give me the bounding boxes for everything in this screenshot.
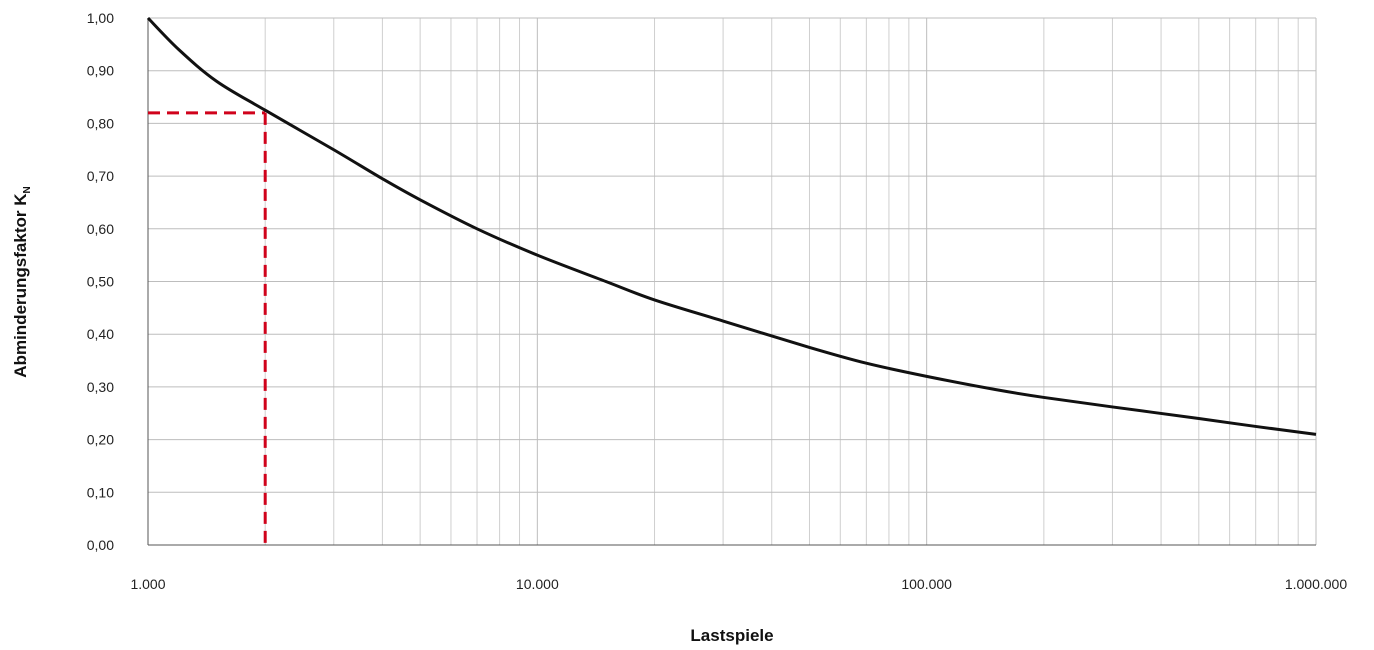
grid	[147, 17, 1317, 546]
y-tick-label: 0,40	[87, 326, 114, 342]
x-tick-label: 1.000	[130, 576, 165, 592]
y-tick-label: 0,90	[87, 63, 114, 79]
x-axis-title: Lastspiele	[690, 626, 773, 645]
y-tick-label: 1,00	[87, 10, 114, 26]
y-tick-label: 0,50	[87, 274, 114, 290]
y-tick-labels: 0,00 0,10 0,20 0,30 0,40 0,50 0,60 0,70 0,80 0,90…	[87, 10, 114, 553]
series-line-0	[146, 16, 1317, 436]
x-tick-label: 1.000.000	[1285, 576, 1347, 592]
axes	[147, 18, 1316, 546]
reference-lines	[148, 111, 267, 545]
y-axis-title: Abminderungsfaktor KN	[11, 186, 33, 377]
series-group	[146, 16, 1317, 436]
y-tick-label: 0,70	[87, 168, 114, 184]
y-tick-label: 0,10	[87, 484, 114, 500]
y-axis-title-subscript: N	[22, 186, 33, 193]
y-axis-title-main: Abminderungsfaktor K	[11, 193, 30, 378]
y-tick-label: 0,30	[87, 379, 114, 395]
y-tick-label: 0,20	[87, 432, 114, 448]
x-tick-labels: 1.000 10.000 100.000 1.000.000	[130, 576, 1347, 592]
y-tick-label: 0,60	[87, 221, 114, 237]
x-tick-label: 100.000	[901, 576, 952, 592]
x-tick-label: 10.000	[516, 576, 559, 592]
y-tick-label: 0,00	[87, 537, 114, 553]
y-tick-label: 0,80	[87, 115, 114, 131]
